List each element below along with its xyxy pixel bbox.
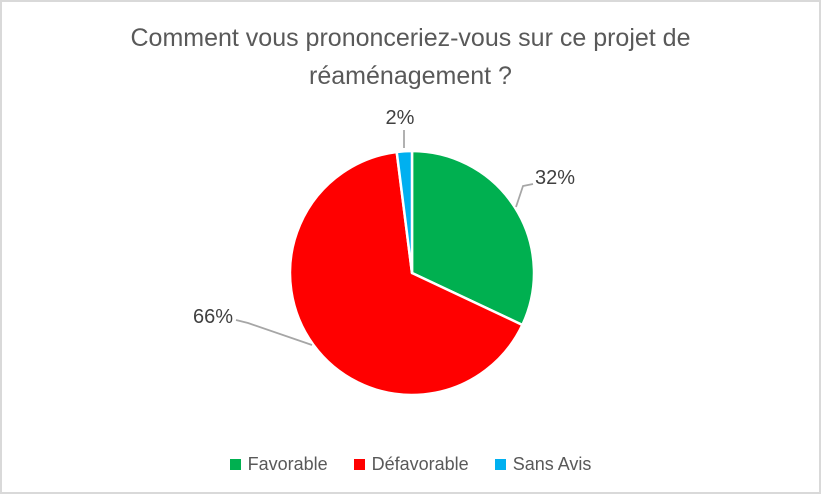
legend-label-defavorable: Défavorable — [371, 453, 469, 474]
legend-label-favorable: Favorable — [247, 453, 328, 474]
leader-line-defavorable — [235, 319, 313, 346]
legend-item-sans-avis: Sans Avis — [494, 453, 592, 475]
legend-swatch-defavorable — [353, 458, 365, 470]
legend-label-sans-avis: Sans Avis — [512, 453, 592, 474]
leader-line-favorable — [515, 183, 534, 208]
legend-item-defavorable: Défavorable — [353, 453, 469, 475]
legend-swatch-favorable — [229, 458, 241, 470]
data-label-defavorable: 66% — [193, 306, 233, 328]
chart-title: Comment vous prononceriez-vous sur ce pr… — [130, 24, 691, 90]
legend: Favorable Défavorable Sans Avis — [2, 452, 819, 476]
pie-slice-defavorable — [288, 150, 524, 397]
pie-slice-sans-avis — [395, 149, 414, 275]
data-label-sans-avis: 2% — [386, 107, 415, 129]
pie-slice-favorable — [410, 149, 536, 327]
legend-swatch-sans-avis — [494, 458, 506, 470]
legend-item-favorable: Favorable — [229, 453, 328, 475]
data-label-favorable: 32% — [535, 167, 575, 189]
